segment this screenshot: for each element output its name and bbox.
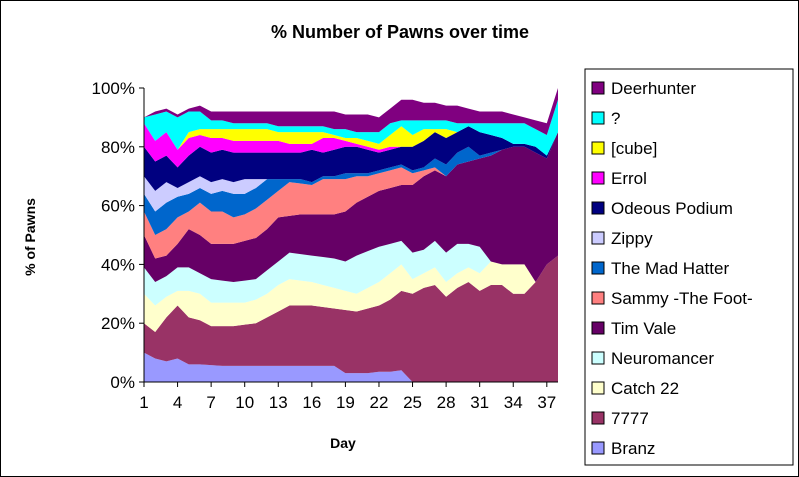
x-tick-label: 10 (235, 393, 254, 412)
area-unknown (144, 99, 558, 156)
x-tick-label: 31 (470, 393, 489, 412)
legend-swatch-errol (591, 171, 605, 185)
legend-label-odeous-podium: Odeous Podium (611, 199, 733, 218)
legend-swatch-sammy-the-foot (591, 291, 605, 305)
x-tick-label: 25 (403, 393, 422, 412)
x-tick-label: 22 (370, 393, 389, 412)
area-errol (144, 123, 558, 168)
y-axis-title: % of Pawns (22, 198, 38, 276)
x-tick-label: 34 (504, 393, 523, 412)
area-the-mad-hatter (144, 132, 558, 235)
y-tick-label: 80% (101, 138, 135, 157)
legend-label-cube: [cube] (611, 139, 657, 158)
area-deerhunter (144, 88, 558, 136)
legend-swatch-branz (591, 441, 605, 455)
legend-swatch-7777 (591, 411, 605, 425)
legend-label-7777: 7777 (611, 409, 649, 428)
area-7777 (144, 255, 558, 382)
legend-label-branz: Branz (611, 439, 655, 458)
legend-box (584, 68, 794, 466)
y-tick-label: 40% (101, 255, 135, 274)
y-tick-label: 100% (92, 79, 135, 98)
legend: Deerhunter? [cube] Errol Odeous Podium Zippy… (584, 68, 794, 466)
area-sammy-the-foot (144, 132, 558, 259)
area-branz (144, 352, 558, 382)
legend-label-tim-vale: Tim Vale (611, 319, 676, 338)
x-tick-label: 13 (269, 393, 288, 412)
y-tick-label: 0% (110, 373, 135, 392)
x-tick-label: 19 (336, 393, 355, 412)
area-tim-vale (144, 132, 558, 283)
x-axis-title: Day (330, 435, 356, 451)
area-odeous-podium (144, 126, 558, 191)
legend-label-unknown: ? (611, 109, 620, 128)
legend-label-errol: Errol (611, 169, 647, 188)
legend-label-neuromancer: Neuromancer (611, 349, 714, 368)
legend-swatch-tim-vale (591, 321, 605, 335)
area-zippy (144, 132, 558, 212)
legend-swatch-the-mad-hatter (591, 261, 605, 275)
plot-areas (144, 88, 558, 382)
legend-label-deerhunter: Deerhunter (611, 79, 696, 98)
axes: 0% 20% 40% 60% 80% 100% 1 4 7 10 13 16 19 22 25 28 31 34 3… (92, 79, 558, 412)
y-tick-label: 20% (101, 314, 135, 333)
legend-swatch-cube (591, 141, 605, 155)
legend-label-sammy-the-foot: Sammy -The Foot- (611, 289, 753, 308)
area-cube (144, 123, 558, 156)
legend-label-zippy: Zippy (611, 229, 653, 248)
legend-swatch-zippy (591, 231, 605, 245)
chart-title: % Number of Pawns over time (271, 22, 529, 42)
legend-label-catch-22: Catch 22 (611, 379, 679, 398)
legend-swatch-odeous-podium (591, 201, 605, 215)
x-tick-label: 16 (302, 393, 321, 412)
area-catch-22 (144, 255, 558, 333)
legend-label-the-mad-hatter: The Mad Hatter (611, 259, 729, 278)
legend-swatch-catch-22 (591, 381, 605, 395)
x-tick-label: 1 (139, 393, 148, 412)
x-tick-label: 7 (206, 393, 215, 412)
x-tick-label: 37 (537, 393, 556, 412)
x-tick-label: 28 (437, 393, 456, 412)
legend-swatch-unknown (591, 111, 605, 125)
area-neuromancer (144, 240, 558, 306)
y-tick-label: 60% (101, 197, 135, 216)
legend-swatch-deerhunter (591, 81, 605, 95)
x-tick-label: 4 (173, 393, 182, 412)
legend-swatch-neuromancer (591, 351, 605, 365)
